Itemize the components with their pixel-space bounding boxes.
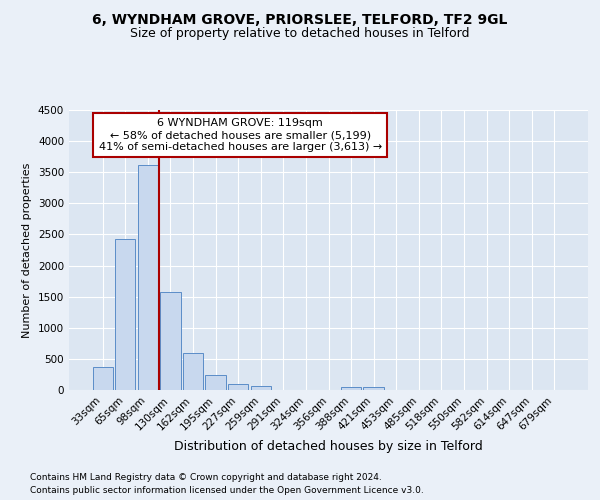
Bar (160, 292, 181, 390)
Y-axis label: Number of detached properties: Number of detached properties (22, 162, 32, 338)
Bar (228, 384, 248, 390)
Text: 6 WYNDHAM GROVE: 119sqm
← 58% of detached houses are smaller (5,199)
41% of semi: 6 WYNDHAM GROVE: 119sqm ← 58% of detache… (98, 118, 382, 152)
Bar (92, 367, 113, 390)
Text: 6, WYNDHAM GROVE, PRIORSLEE, TELFORD, TF2 9GL: 6, WYNDHAM GROVE, PRIORSLEE, TELFORD, TF… (92, 12, 508, 26)
Text: Size of property relative to detached houses in Telford: Size of property relative to detached ho… (130, 28, 470, 40)
X-axis label: Distribution of detached houses by size in Telford: Distribution of detached houses by size … (174, 440, 483, 453)
Bar (183, 352, 203, 390)
Text: Contains public sector information licensed under the Open Government Licence v3: Contains public sector information licen… (30, 486, 424, 495)
Bar (364, 386, 384, 390)
Bar (251, 386, 271, 390)
Bar (138, 166, 158, 390)
Bar (205, 375, 226, 390)
Bar (341, 386, 361, 390)
Text: Contains HM Land Registry data © Crown copyright and database right 2024.: Contains HM Land Registry data © Crown c… (30, 472, 382, 482)
Bar (115, 240, 136, 390)
